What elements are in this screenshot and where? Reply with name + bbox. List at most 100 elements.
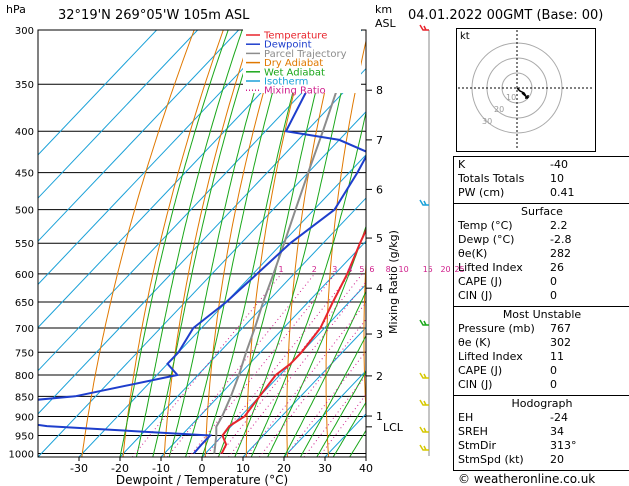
surface-row-temp: Temp (°C) 2.2: [458, 219, 568, 232]
wet-adiabat-24: [299, 334, 366, 457]
wind-barb-icon-0: [419, 24, 429, 31]
x-tick-label--20: -20: [111, 462, 129, 475]
isotherm--50: [38, 67, 366, 415]
dry-adiabat-0: [204, 30, 282, 457]
mu-row-li: Lifted Index 11: [458, 350, 564, 363]
pressure-label-450: 450: [15, 169, 34, 180]
hodo-row-sreh: SREH 34: [458, 425, 564, 438]
hodograph-title: Hodograph: [511, 397, 573, 410]
hodograph-chart: kt 10 20 30: [456, 28, 596, 152]
pressure-label-850: 850: [15, 392, 34, 403]
isotherm--90: [38, 30, 240, 242]
most-unstable-box: Most Unstable Pressure (mb) 767 θe (K) 302…: [453, 306, 629, 396]
pressure-label-800: 800: [15, 371, 34, 382]
hodo-row-eh: EH -24: [458, 411, 568, 424]
surface-row-li: Lifted Index 26: [458, 261, 564, 274]
isotherm-20: [283, 369, 366, 457]
hodograph-ring-label-10: 10: [506, 93, 516, 102]
mu-row-theta: θe (K) 302: [458, 336, 571, 349]
mixing-ratio-label-2: 2: [312, 265, 317, 274]
hodo-row-stmspd: StmSpd (kt) 20: [458, 453, 564, 466]
mixing-ratio-label-1: 1: [279, 265, 284, 274]
pressure-label-700: 700: [15, 324, 34, 335]
x-tick-label--10: -10: [152, 462, 170, 475]
pressure-label-550: 550: [15, 239, 34, 250]
mixing-ratio-label-5: 5: [359, 265, 364, 274]
legend-label-3: Dry Adiabat: [264, 58, 323, 69]
isotherm-10: [242, 326, 366, 457]
x-tick-label-20: 20: [277, 462, 291, 475]
hodograph-kt-label: kt: [460, 31, 470, 42]
km-tick-label-7: 7: [376, 134, 383, 147]
isotherm--60: [38, 30, 363, 372]
index-row-pw: PW (cm) 0.41: [458, 186, 575, 199]
isotherm--80: [38, 30, 281, 286]
pressure-label-300: 300: [15, 26, 34, 37]
dry-adiabat--20: [122, 30, 224, 457]
km-tick-label-4: 4: [376, 282, 383, 295]
mixing-ratio-5: [217, 273, 363, 457]
km-tick-label-1: 1: [376, 410, 383, 423]
km-tick-label-2: 2: [376, 370, 383, 383]
legend-label-4: Wet Adiabat: [264, 67, 325, 78]
isotherm--110: [38, 30, 158, 156]
x-tick-label--30: -30: [70, 462, 88, 475]
datetime-title: 04.01.2022 00GMT (Base: 00): [408, 8, 604, 23]
x-tick-label-40: 40: [359, 462, 373, 475]
isotherm-0: [201, 283, 366, 457]
lcl-label: LCL: [383, 421, 404, 434]
wet-adiabat-0: [201, 30, 311, 457]
wet-adiabat--8: [168, 30, 274, 457]
mixing-ratio-label-8: 8: [386, 265, 391, 274]
hpa-label: hPa: [6, 3, 26, 16]
hodograph-ring-label-20: 20: [494, 105, 504, 114]
wet-adiabat-4: [217, 30, 332, 457]
pressure-label-950: 950: [15, 431, 34, 442]
curve-parcel-trajectory: [213, 30, 359, 454]
dry-adiabat-30: [325, 38, 366, 457]
mu-row-cape: CAPE (J) 0: [458, 364, 557, 377]
mu-row-pressure: Pressure (mb) 767: [458, 322, 571, 335]
wind-barb-icon-3: [419, 372, 429, 379]
pressure-label-600: 600: [15, 270, 34, 281]
wet-adiabat--12: [152, 30, 258, 457]
curve-temperature: [220, 227, 366, 454]
pressure-label-350: 350: [15, 80, 34, 91]
isotherm--40: [38, 111, 366, 457]
isotherm--20: [119, 197, 366, 457]
surface-row-dewp: Dewp (°C) -2.8: [458, 233, 572, 246]
mixing-ratio-label-20: 20: [440, 265, 450, 274]
surface-row-theta: θe(K) 282: [458, 247, 571, 260]
surface-title: Surface: [521, 205, 563, 218]
legend-label-5: Isotherm: [264, 77, 308, 88]
wind-barb-icon-6: [419, 444, 429, 451]
mixing-ratio-axis-label: Mixing Ratio (g/kg): [387, 230, 400, 334]
pressure-label-650: 650: [15, 298, 34, 309]
legend-label-0: Temperature: [263, 31, 327, 42]
mixing-ratio-label-3: 3: [332, 265, 337, 274]
km-tick-label-3: 3: [376, 328, 383, 341]
wet-adiabat-28: [316, 370, 366, 457]
mixing-ratio-20: [303, 374, 366, 457]
wet-adiabat-16: [267, 224, 366, 457]
x-tick-label-0: 0: [199, 462, 206, 475]
legend-background: [243, 29, 361, 93]
wet-adiabat-12: [250, 110, 366, 457]
x-tick-label-30: 30: [318, 462, 332, 475]
hodograph-box: Hodograph EH -24 SREH 34 StmDir 313° StmSpd…: [453, 395, 629, 471]
indices-top-box: K -40 Totals Totals 10 PW (cm) 0.41: [453, 156, 629, 204]
km-tick-label-8: 8: [376, 84, 383, 97]
surface-row-cin: CIN (J) 0: [458, 289, 557, 302]
most-unstable-title: Most Unstable: [502, 308, 582, 321]
pressure-label-900: 900: [15, 412, 34, 423]
wet-adiabat-32: [332, 401, 366, 457]
mu-row-cin: CIN (J) 0: [458, 378, 557, 391]
hodo-row-stmdir: StmDir 313°: [458, 439, 577, 452]
wet-adiabat--16: [135, 30, 243, 457]
x-tick-label-10: 10: [236, 462, 250, 475]
mixing-ratio-label-10: 10: [399, 265, 409, 274]
mixing-ratio-label-15: 15: [423, 265, 433, 274]
km-tick-label-6: 6: [376, 183, 383, 196]
wet-adiabat-20: [283, 290, 366, 457]
